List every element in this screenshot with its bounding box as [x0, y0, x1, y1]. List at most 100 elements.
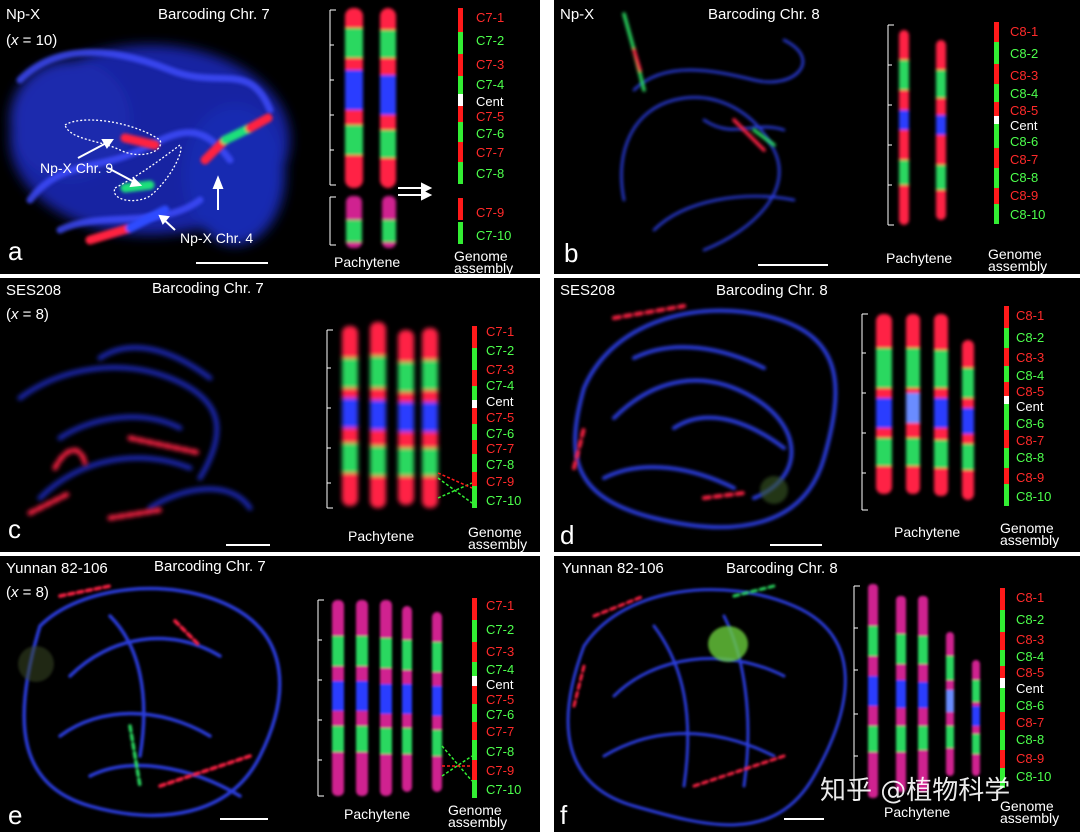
- pachytene-label: Pachytene: [894, 524, 961, 540]
- segment-label: C7-9: [486, 474, 515, 489]
- pachytene-label: Pachytene: [886, 250, 953, 266]
- panel-letter: c: [8, 514, 21, 544]
- segment-label: Cent: [476, 94, 504, 109]
- segment-label: Cent: [1016, 681, 1044, 696]
- segment-label: C7-8: [486, 457, 515, 472]
- segment-label: C7-6: [486, 426, 515, 441]
- segment-label: C8-8: [1010, 170, 1039, 185]
- segment-label: C8-9: [1010, 188, 1039, 203]
- segment-label: C7-7: [486, 441, 515, 456]
- micrograph-e: [18, 584, 477, 818]
- strain-label: SES208: [560, 282, 616, 299]
- segment-label: Cent: [1016, 399, 1044, 414]
- segment-label: C8-2: [1010, 46, 1039, 61]
- segment-label: C7-6: [476, 126, 505, 141]
- panel-f: Yunnan 82-106 Barcoding Chr. 8 f Pachyte…: [554, 556, 1080, 832]
- segment-label: C8-6: [1016, 698, 1045, 713]
- segment-label: C7-5: [486, 410, 515, 425]
- segment-label: C7-1: [486, 324, 515, 339]
- strain-label: SES208: [6, 282, 62, 299]
- segment-label: C7-1: [476, 10, 505, 25]
- segment-label: C8-8: [1016, 732, 1045, 747]
- segment-label: C7-4: [486, 378, 515, 393]
- segment-label: C8-9: [1016, 470, 1045, 485]
- segment-label: C8-8: [1016, 450, 1045, 465]
- segment-label: C8-6: [1010, 134, 1039, 149]
- barcode-title: Barcoding Chr. 8: [716, 282, 828, 299]
- segment-label: C8-1: [1016, 590, 1045, 605]
- strain-label: Yunnan 82-106: [562, 560, 664, 577]
- genome-assembly-label: Genome assembly: [448, 802, 508, 830]
- segment-label: Cent: [486, 394, 514, 409]
- annotation-chr9: Np-X Chr. 9: [40, 160, 114, 176]
- barcode-title: Barcoding Chr. 8: [726, 560, 838, 577]
- panel-e: Yunnan 82-106 (x = 8) Barcoding Chr. 7 e…: [0, 556, 540, 832]
- watermark: 知乎 @植物科学: [820, 776, 1011, 806]
- segment-label: C7-3: [486, 644, 515, 659]
- segment-label: C7-10: [486, 782, 522, 797]
- genome-assembly-label: Genome assembly: [1000, 798, 1060, 826]
- segment-label: C8-1: [1010, 24, 1039, 39]
- segment-label: C7-5: [486, 692, 515, 707]
- micrograph-c: [17, 322, 477, 521]
- panel-b: Np-X Barcoding Chr. 8 b Pachytene Genome…: [554, 0, 1080, 274]
- segment-label: C7-3: [486, 362, 515, 377]
- segment-label: C7-2: [486, 343, 515, 358]
- segment-label: C7-7: [486, 724, 515, 739]
- segment-label: C7-1: [486, 598, 515, 613]
- segment-label: C8-7: [1016, 433, 1045, 448]
- micrograph-a: [10, 8, 463, 248]
- segment-label: C8-7: [1010, 152, 1039, 167]
- genome-assembly-label: Genome assembly: [454, 248, 514, 274]
- segment-label: C8-5: [1010, 103, 1039, 118]
- scale-bar: [784, 818, 824, 820]
- genome-assembly-label: Genome assembly: [1000, 520, 1060, 548]
- segment-label: C7-9: [476, 205, 505, 220]
- barcode-title: Barcoding Chr. 7: [158, 6, 270, 23]
- scale-bar: [758, 264, 828, 266]
- panel-d: SES208 Barcoding Chr. 8 d Pachytene Geno…: [554, 278, 1080, 552]
- panel-c: SES208 (x = 8) Barcoding Chr. 7 c Pachyt…: [0, 278, 540, 552]
- pachytene-label: Pachytene: [344, 806, 411, 822]
- micrograph-b: [620, 12, 999, 252]
- segment-label: C7-6: [486, 707, 515, 722]
- segment-label: C7-2: [476, 33, 505, 48]
- ploidy-label: (x = 10): [6, 32, 58, 49]
- segment-label: C7-8: [476, 166, 505, 181]
- segment-label: C7-9: [486, 763, 515, 778]
- panel-letter: d: [560, 520, 575, 550]
- micrograph-d: [572, 304, 1009, 530]
- segment-label: C7-5: [476, 109, 505, 124]
- segment-label: Cent: [1010, 118, 1038, 133]
- panel-letter: a: [8, 236, 23, 266]
- segment-label: C8-3: [1016, 350, 1045, 365]
- panel-letter: b: [564, 238, 579, 268]
- barcode-title: Barcoding Chr. 8: [708, 6, 820, 23]
- segment-label: C7-3: [476, 57, 505, 72]
- segment-label: C8-4: [1010, 86, 1039, 101]
- segment-label: C8-10: [1016, 489, 1052, 504]
- strain-label: Np-X: [6, 6, 41, 23]
- segment-label: C8-3: [1016, 632, 1045, 647]
- pachytene-label: Pachytene: [334, 254, 401, 270]
- panel-letter: f: [560, 800, 568, 830]
- segment-label: C8-4: [1016, 368, 1045, 383]
- ploidy-label: (x = 8): [6, 306, 49, 323]
- segment-label: C7-10: [486, 493, 522, 508]
- panel-a: Np-X (x = 10) Barcoding Chr. 7 a Np-X Ch…: [0, 0, 540, 274]
- segment-label: C8-7: [1016, 715, 1045, 730]
- scale-bar: [770, 544, 822, 546]
- segment-label: C7-4: [476, 77, 505, 92]
- segment-label: C8-10: [1010, 207, 1046, 222]
- strain-label: Yunnan 82-106: [6, 560, 108, 577]
- segment-label: C8-2: [1016, 330, 1045, 345]
- scale-bar: [196, 262, 268, 264]
- segment-label: C8-10: [1016, 769, 1052, 784]
- segment-label: C7-2: [486, 622, 515, 637]
- barcode-title: Barcoding Chr. 7: [152, 280, 264, 297]
- segment-label: C7-10: [476, 228, 512, 243]
- segment-label: Cent: [486, 677, 514, 692]
- segment-label: C8-6: [1016, 416, 1045, 431]
- strain-label: Np-X: [560, 6, 595, 23]
- ploidy-label: (x = 8): [6, 584, 49, 601]
